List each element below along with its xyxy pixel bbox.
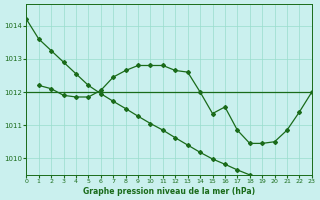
- X-axis label: Graphe pression niveau de la mer (hPa): Graphe pression niveau de la mer (hPa): [83, 187, 255, 196]
